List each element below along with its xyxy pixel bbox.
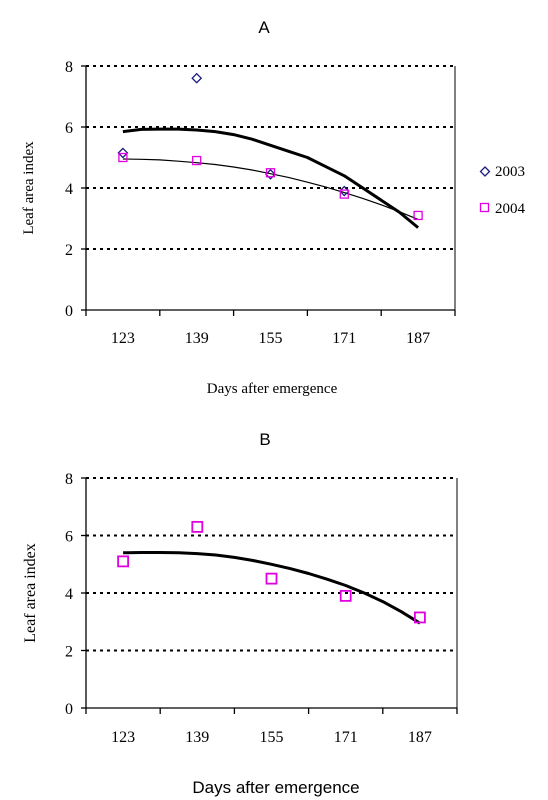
y-tick-label: 6 xyxy=(65,120,73,137)
panel-b-points xyxy=(117,520,426,624)
legend-marker-2003 xyxy=(479,166,491,177)
y-tick-label: 6 xyxy=(65,529,73,546)
data-point-2003 xyxy=(117,147,129,159)
data-point-2004 xyxy=(192,155,202,166)
panel-a-xlabel: Days after emergence xyxy=(207,381,338,397)
x-tick-label: 155 xyxy=(260,729,284,746)
data-point-2004 xyxy=(265,168,276,178)
fit-line-thick xyxy=(123,551,421,625)
panel-b-gridlines xyxy=(86,477,457,652)
panel-a: A Leaf area index Days after emergence 0… xyxy=(21,18,526,397)
data-point-series xyxy=(191,520,204,533)
x-tick-label: 123 xyxy=(111,729,135,746)
fit-line-thin xyxy=(122,158,419,220)
panel-a-points xyxy=(117,72,423,221)
y-tick-label: 8 xyxy=(65,471,73,488)
y-tick-label: 8 xyxy=(65,59,73,76)
x-tick-label: 187 xyxy=(406,330,430,347)
legend: 2003 2004 xyxy=(479,164,526,217)
panel-a-fit-lines xyxy=(122,127,420,229)
panel-b-xlabel: Days after emergence xyxy=(192,778,359,797)
panel-b-title: B xyxy=(259,430,270,449)
data-point-2004 xyxy=(118,152,128,163)
data-point-2003 xyxy=(265,168,276,180)
x-tick-label: 139 xyxy=(185,330,209,347)
legend-label-2003: 2003 xyxy=(495,164,525,180)
panel-b-fit-lines xyxy=(123,551,421,625)
y-tick-label: 2 xyxy=(65,242,73,259)
y-tick-label: 4 xyxy=(65,586,73,603)
data-point-series xyxy=(413,611,426,624)
x-tick-label: 187 xyxy=(408,729,432,746)
x-tick-label: 139 xyxy=(185,729,209,746)
data-point-series xyxy=(265,572,278,585)
y-tick-label: 2 xyxy=(65,644,73,661)
data-point-series xyxy=(117,555,129,568)
panel-a-title: A xyxy=(258,18,270,37)
x-tick-label: 171 xyxy=(334,729,358,746)
panel-a-axes xyxy=(81,65,456,316)
y-tick-label: 0 xyxy=(65,303,73,320)
legend-label-2004: 2004 xyxy=(495,201,526,217)
panel-a-ylabel: Leaf area index xyxy=(21,141,37,235)
data-point-2003 xyxy=(191,72,203,84)
fit-line-thick xyxy=(122,127,420,229)
y-tick-label: 4 xyxy=(65,181,73,198)
x-tick-label: 171 xyxy=(332,330,356,347)
panel-b-tick-labels: 0 2 4 6 8 123 139 155 171 187 xyxy=(65,471,432,746)
x-tick-label: 155 xyxy=(259,330,283,347)
panel-a-gridlines xyxy=(86,65,455,250)
panel-b-ylabel: Leaf area index xyxy=(22,543,39,642)
y-tick-label: 0 xyxy=(65,701,73,718)
panel-b: B Leaf area index Days after emergence 0… xyxy=(22,430,458,797)
data-point-series xyxy=(339,589,352,602)
x-tick-label: 123 xyxy=(111,330,135,347)
data-point-2004 xyxy=(339,189,349,199)
panel-b-axes xyxy=(81,477,458,714)
legend-marker-2004 xyxy=(479,202,490,213)
data-point-2004 xyxy=(413,210,423,221)
panel-a-tick-labels: 0 2 4 6 8 123 139 155 171 187 xyxy=(65,59,430,347)
